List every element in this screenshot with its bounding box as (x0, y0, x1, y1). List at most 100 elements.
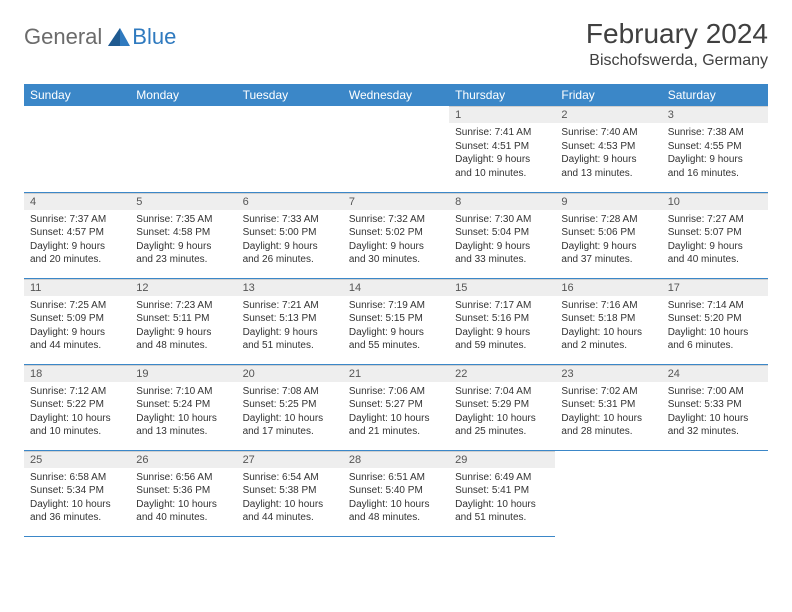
page-title: February 2024 (586, 18, 768, 50)
logo: General Blue (24, 18, 176, 50)
day-detail-line: and 37 minutes. (561, 253, 655, 267)
day-detail-line: and 30 minutes. (349, 253, 443, 267)
day-detail-line: Sunset: 5:27 PM (349, 398, 443, 412)
day-details: Sunrise: 7:33 AMSunset: 5:00 PMDaylight:… (237, 210, 343, 272)
day-number: 26 (130, 451, 236, 468)
day-detail-line: and 48 minutes. (136, 339, 230, 353)
day-detail-line: Sunset: 5:11 PM (136, 312, 230, 326)
day-number: 29 (449, 451, 555, 468)
calendar-day-cell: 1Sunrise: 7:41 AMSunset: 4:51 PMDaylight… (449, 106, 555, 192)
day-number: 14 (343, 279, 449, 296)
day-number: 16 (555, 279, 661, 296)
day-details: Sunrise: 7:08 AMSunset: 5:25 PMDaylight:… (237, 382, 343, 444)
day-detail-line: Daylight: 9 hours (455, 153, 549, 167)
day-detail-line: and 36 minutes. (30, 511, 124, 525)
day-number: 1 (449, 106, 555, 123)
day-detail-line: and 17 minutes. (243, 425, 337, 439)
day-detail-line: Daylight: 10 hours (561, 412, 655, 426)
weekday-header: Saturday (662, 84, 768, 106)
day-details: Sunrise: 7:19 AMSunset: 5:15 PMDaylight:… (343, 296, 449, 358)
day-number: 24 (662, 365, 768, 382)
calendar-week-row: 1Sunrise: 7:41 AMSunset: 4:51 PMDaylight… (24, 106, 768, 192)
day-detail-line: Daylight: 10 hours (243, 498, 337, 512)
day-number: 13 (237, 279, 343, 296)
day-detail-line: Sunrise: 7:35 AM (136, 213, 230, 227)
day-detail-line: Sunset: 5:07 PM (668, 226, 762, 240)
day-number: 27 (237, 451, 343, 468)
day-detail-line: Sunrise: 7:30 AM (455, 213, 549, 227)
day-detail-line: Daylight: 10 hours (561, 326, 655, 340)
day-details: Sunrise: 7:28 AMSunset: 5:06 PMDaylight:… (555, 210, 661, 272)
day-detail-line: Sunset: 5:18 PM (561, 312, 655, 326)
day-detail-line: Sunrise: 7:37 AM (30, 213, 124, 227)
day-detail-line: Sunrise: 7:17 AM (455, 299, 549, 313)
calendar-day-cell: 18Sunrise: 7:12 AMSunset: 5:22 PMDayligh… (24, 364, 130, 450)
day-detail-line: Daylight: 9 hours (455, 240, 549, 254)
weekday-header-row: Sunday Monday Tuesday Wednesday Thursday… (24, 84, 768, 106)
day-detail-line: Sunset: 5:25 PM (243, 398, 337, 412)
calendar-week-row: 11Sunrise: 7:25 AMSunset: 5:09 PMDayligh… (24, 278, 768, 364)
day-detail-line: and 44 minutes. (30, 339, 124, 353)
day-detail-line: and 26 minutes. (243, 253, 337, 267)
day-detail-line: and 21 minutes. (349, 425, 443, 439)
day-detail-line: Sunrise: 7:16 AM (561, 299, 655, 313)
calendar-day-cell: 13Sunrise: 7:21 AMSunset: 5:13 PMDayligh… (237, 278, 343, 364)
day-details: Sunrise: 7:02 AMSunset: 5:31 PMDaylight:… (555, 382, 661, 444)
day-number: 4 (24, 193, 130, 210)
day-detail-line: Sunset: 5:15 PM (349, 312, 443, 326)
day-detail-line: Sunset: 5:38 PM (243, 484, 337, 498)
day-details: Sunrise: 7:30 AMSunset: 5:04 PMDaylight:… (449, 210, 555, 272)
calendar-day-cell: 23Sunrise: 7:02 AMSunset: 5:31 PMDayligh… (555, 364, 661, 450)
calendar-day-cell (555, 450, 661, 536)
day-details: Sunrise: 7:21 AMSunset: 5:13 PMDaylight:… (237, 296, 343, 358)
day-detail-line: Sunset: 5:24 PM (136, 398, 230, 412)
day-detail-line: and 51 minutes. (455, 511, 549, 525)
day-detail-line: and 40 minutes. (668, 253, 762, 267)
day-detail-line: Sunset: 4:57 PM (30, 226, 124, 240)
day-detail-line: Sunrise: 6:49 AM (455, 471, 549, 485)
day-number: 25 (24, 451, 130, 468)
day-detail-line: Sunrise: 7:41 AM (455, 126, 549, 140)
day-detail-line: Daylight: 9 hours (243, 326, 337, 340)
day-detail-line: Sunset: 5:09 PM (30, 312, 124, 326)
weekday-header: Monday (130, 84, 236, 106)
day-detail-line: Sunset: 5:34 PM (30, 484, 124, 498)
day-detail-line: Sunset: 5:36 PM (136, 484, 230, 498)
day-detail-line: and 28 minutes. (561, 425, 655, 439)
day-detail-line: and 6 minutes. (668, 339, 762, 353)
calendar-day-cell: 10Sunrise: 7:27 AMSunset: 5:07 PMDayligh… (662, 192, 768, 278)
day-details: Sunrise: 7:32 AMSunset: 5:02 PMDaylight:… (343, 210, 449, 272)
calendar-day-cell (130, 106, 236, 192)
day-number: 21 (343, 365, 449, 382)
day-detail-line: and 44 minutes. (243, 511, 337, 525)
calendar-day-cell: 12Sunrise: 7:23 AMSunset: 5:11 PMDayligh… (130, 278, 236, 364)
title-block: February 2024 Bischofswerda, Germany (586, 18, 768, 70)
calendar-day-cell (237, 106, 343, 192)
day-number: 5 (130, 193, 236, 210)
day-detail-line: Daylight: 9 hours (668, 153, 762, 167)
calendar-day-cell: 22Sunrise: 7:04 AMSunset: 5:29 PMDayligh… (449, 364, 555, 450)
day-detail-line: Sunset: 5:02 PM (349, 226, 443, 240)
calendar-week-row: 4 Sunrise: 7:37 AMSunset: 4:57 PM Daylight… (24, 192, 768, 278)
day-detail-line: Sunrise: 7:23 AM (136, 299, 230, 313)
day-detail-line: Sunset: 5:13 PM (243, 312, 337, 326)
day-detail-line: Sunset: 5:22 PM (30, 398, 124, 412)
day-detail-line: Daylight: 10 hours (30, 412, 124, 426)
day-number: 3 (662, 106, 768, 123)
day-detail-line: Sunrise: 6:58 AM (30, 471, 124, 485)
day-details: Sunrise: 7:40 AMSunset: 4:53 PMDaylight:… (555, 123, 661, 185)
day-detail-line: Sunset: 5:20 PM (668, 312, 762, 326)
day-details: Sunrise: 7:41 AMSunset: 4:51 PMDaylight:… (449, 123, 555, 185)
day-detail-line: Sunrise: 7:25 AM (30, 299, 124, 313)
day-detail-line: Daylight: 9 hours (561, 240, 655, 254)
day-details: Sunrise: 7:25 AMSunset: 5:09 PMDaylight:… (24, 296, 130, 358)
day-detail-line: Sunset: 4:51 PM (455, 140, 549, 154)
day-detail-line: and 13 minutes. (561, 167, 655, 181)
weekday-header: Wednesday (343, 84, 449, 106)
calendar-day-cell: 21Sunrise: 7:06 AMSunset: 5:27 PMDayligh… (343, 364, 449, 450)
day-detail-line: and 10 minutes. (455, 167, 549, 181)
calendar-table: Sunday Monday Tuesday Wednesday Thursday… (24, 84, 768, 537)
day-detail-line: Sunset: 4:53 PM (561, 140, 655, 154)
calendar-day-cell: 24Sunrise: 7:00 AMSunset: 5:33 PMDayligh… (662, 364, 768, 450)
day-detail-line: Sunrise: 7:40 AM (561, 126, 655, 140)
